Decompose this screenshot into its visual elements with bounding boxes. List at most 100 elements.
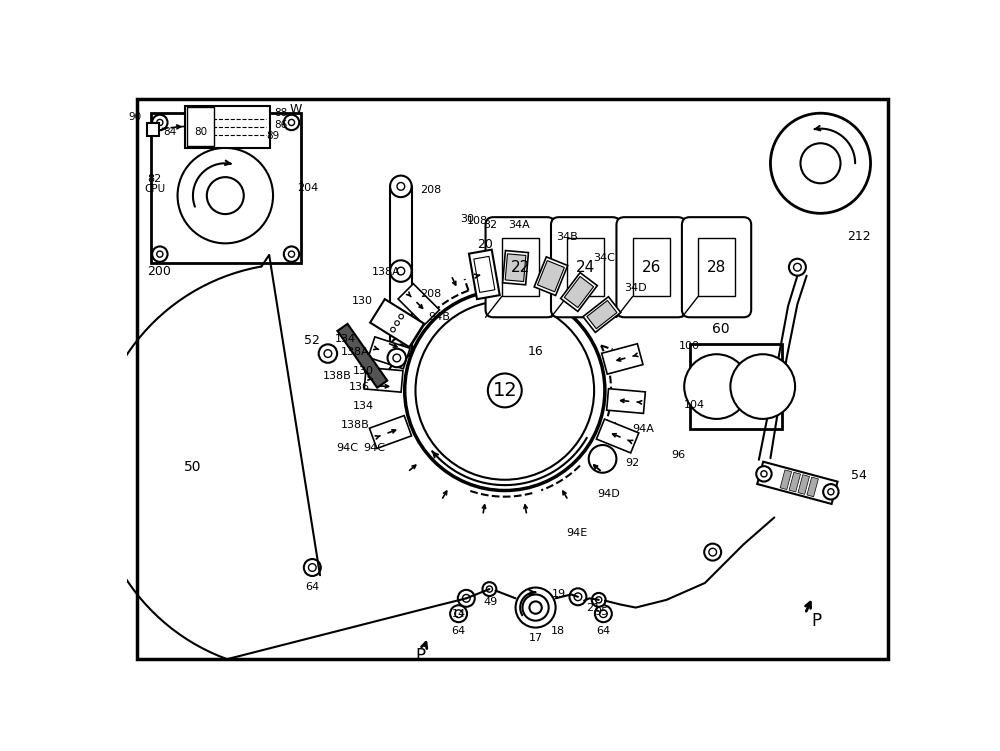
Circle shape — [304, 559, 321, 576]
Text: 49: 49 — [484, 597, 498, 607]
FancyBboxPatch shape — [551, 217, 620, 317]
FancyBboxPatch shape — [486, 217, 555, 317]
Text: 200: 200 — [147, 264, 171, 278]
Circle shape — [390, 176, 412, 198]
Text: 100: 100 — [678, 341, 699, 351]
Bar — [369, 415, 412, 448]
Bar — [474, 256, 495, 292]
Text: P: P — [812, 612, 822, 630]
Circle shape — [157, 119, 163, 125]
Circle shape — [592, 593, 606, 607]
FancyBboxPatch shape — [682, 217, 751, 317]
Circle shape — [488, 373, 522, 407]
Text: 90: 90 — [128, 112, 141, 122]
Circle shape — [523, 595, 549, 620]
Circle shape — [390, 261, 412, 282]
Text: 26: 26 — [641, 260, 661, 275]
Circle shape — [207, 177, 244, 214]
Circle shape — [709, 548, 717, 556]
Circle shape — [574, 593, 582, 601]
Bar — [147, 123, 159, 135]
Text: 17: 17 — [529, 633, 543, 644]
Bar — [534, 257, 568, 295]
Circle shape — [589, 445, 616, 472]
Bar — [780, 470, 792, 490]
Text: 134: 134 — [353, 401, 374, 411]
Text: 34C: 34C — [593, 253, 615, 263]
Bar — [789, 472, 801, 492]
Circle shape — [308, 564, 316, 572]
Text: 108: 108 — [466, 216, 488, 226]
Bar — [364, 367, 403, 392]
Circle shape — [828, 489, 834, 495]
Text: 94D: 94D — [597, 490, 620, 499]
Text: 95: 95 — [594, 607, 608, 617]
Bar — [337, 324, 387, 388]
Circle shape — [393, 354, 401, 362]
Circle shape — [288, 119, 295, 125]
Circle shape — [399, 314, 403, 319]
Bar — [690, 344, 782, 429]
Circle shape — [395, 321, 399, 325]
Text: 28: 28 — [707, 260, 726, 275]
Bar — [505, 254, 526, 282]
Text: 50: 50 — [184, 460, 202, 475]
Circle shape — [800, 143, 841, 183]
Circle shape — [284, 246, 299, 262]
Circle shape — [388, 348, 406, 367]
Bar — [151, 113, 301, 264]
Circle shape — [789, 259, 806, 276]
Circle shape — [319, 344, 337, 363]
Circle shape — [450, 605, 467, 622]
Bar — [596, 419, 639, 453]
Text: 204: 204 — [297, 183, 318, 193]
Bar — [602, 344, 643, 374]
Circle shape — [157, 251, 163, 257]
Bar — [187, 107, 214, 146]
Bar — [567, 238, 604, 297]
Bar — [368, 337, 410, 369]
FancyBboxPatch shape — [616, 217, 686, 317]
Circle shape — [397, 344, 405, 352]
Circle shape — [823, 484, 839, 499]
Text: 14: 14 — [452, 609, 466, 619]
Circle shape — [516, 587, 556, 628]
Circle shape — [415, 301, 594, 480]
Text: 52: 52 — [304, 334, 320, 347]
Bar — [398, 284, 439, 325]
Circle shape — [569, 588, 586, 605]
Circle shape — [761, 471, 767, 477]
Circle shape — [152, 115, 168, 130]
Text: 82: 82 — [147, 173, 162, 184]
Circle shape — [600, 610, 607, 617]
Circle shape — [397, 267, 405, 275]
Bar — [564, 276, 594, 308]
Text: 34B: 34B — [556, 232, 578, 242]
Text: 20: 20 — [477, 237, 493, 251]
Text: 94C: 94C — [336, 443, 358, 453]
Circle shape — [684, 354, 749, 419]
Text: 19: 19 — [552, 590, 566, 599]
Text: 104: 104 — [684, 400, 705, 410]
Text: 208: 208 — [420, 289, 441, 299]
Text: 24: 24 — [576, 260, 595, 275]
Circle shape — [595, 605, 612, 622]
Circle shape — [390, 337, 412, 359]
Text: W: W — [289, 103, 302, 116]
Circle shape — [455, 610, 462, 617]
Text: 18: 18 — [551, 626, 565, 635]
Circle shape — [405, 291, 605, 490]
Circle shape — [152, 246, 168, 262]
Text: 208: 208 — [420, 185, 441, 195]
Text: 64: 64 — [452, 626, 466, 636]
Bar — [502, 238, 539, 297]
Text: 88: 88 — [274, 108, 287, 118]
Bar — [380, 307, 423, 345]
Text: 138A: 138A — [341, 347, 370, 357]
Text: 94C: 94C — [363, 443, 385, 453]
Text: 96: 96 — [672, 450, 686, 460]
Text: CPU: CPU — [144, 184, 165, 194]
Text: 94B: 94B — [428, 312, 450, 322]
Text: 34D: 34D — [624, 283, 647, 294]
Text: 30: 30 — [460, 214, 474, 224]
